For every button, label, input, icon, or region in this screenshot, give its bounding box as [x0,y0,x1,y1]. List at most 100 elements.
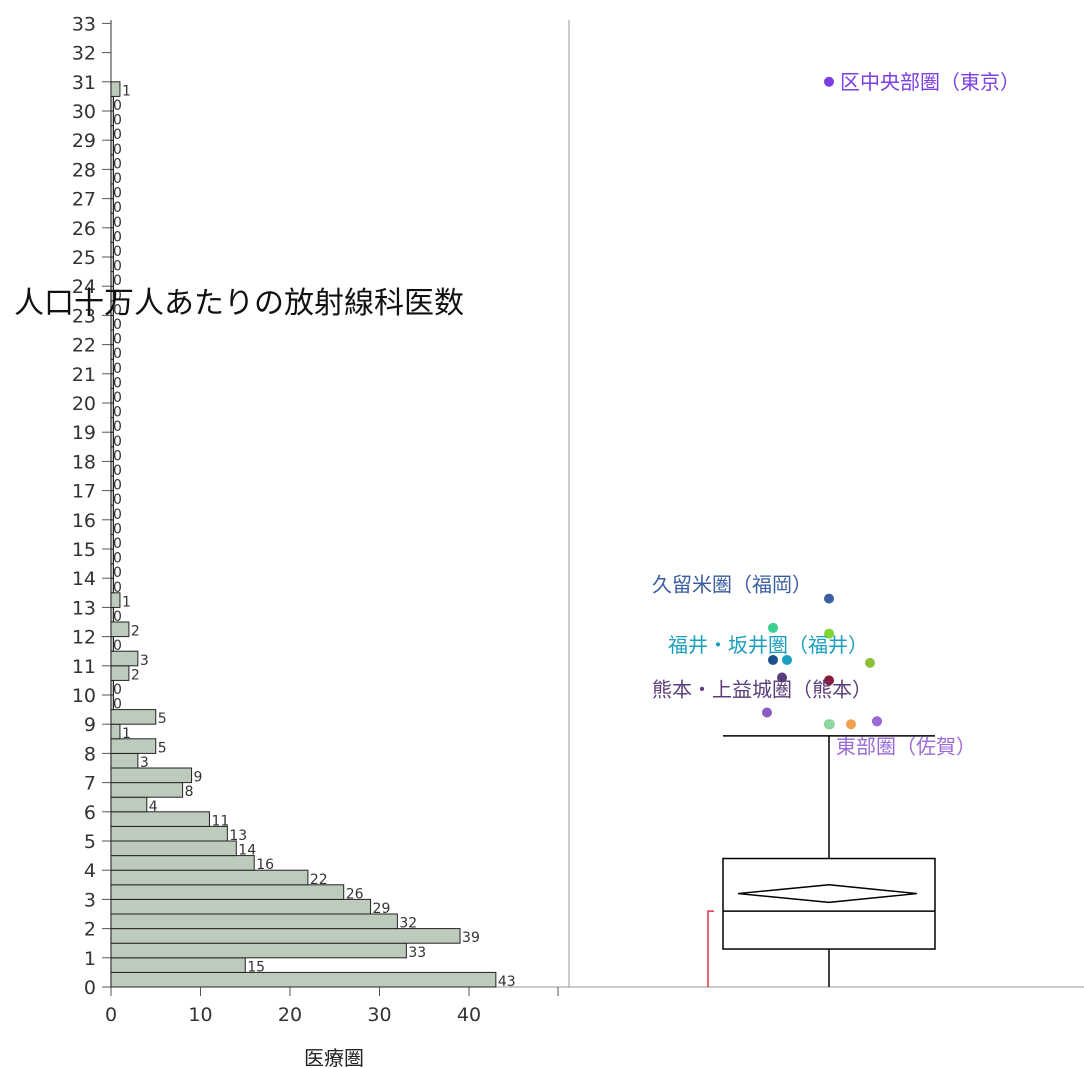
bar-value-label: 0 [113,215,122,231]
y-tick-label: 24 [72,276,96,298]
y-tick-label: 1 [84,948,96,970]
histogram-bar [110,884,345,900]
outlier-label: 東部圏（佐賀） [836,734,976,758]
histogram-bars [110,81,497,988]
bar-value-label: 0 [113,565,122,581]
bar-value-label: 0 [113,273,122,289]
y-tick-label: 19 [72,422,96,444]
bar-value-label: 3 [140,653,149,669]
y-tick-label: 20 [72,393,96,415]
bar-value-label: 0 [113,551,122,567]
bar-value-label: 0 [113,142,122,158]
y-tick-label: 11 [72,656,96,678]
bar-value-label: 0 [113,405,122,421]
x-tick-label: 10 [188,1004,212,1026]
bar-value-label: 2 [131,667,140,683]
outlier-point [825,719,835,730]
outlier-point [768,654,778,665]
y-tick-label: 22 [72,335,96,357]
axis-ticks: 0123456789101112131415161718192021222324… [72,13,559,1026]
histogram-bar [110,840,237,857]
outlier-label: 久留米圏（福岡） [652,573,812,597]
histogram-bar [110,752,139,769]
bar-value-label: 13 [229,828,247,844]
bar-value-label: 0 [113,113,122,129]
histogram-bar [110,825,228,842]
bar-value-label: 0 [113,200,122,216]
outlier-label: 福井・坂井圏（福井） [668,633,868,657]
histogram-bar [110,811,210,827]
y-tick-label: 33 [72,13,96,35]
y-tick-label: 4 [84,860,96,882]
histogram-bar [110,869,309,886]
outlier-point [777,672,787,683]
bar-value-label: 5 [158,711,167,727]
bar-value-labels: 4315333932292622161413114893515002302010… [113,83,516,990]
bar-value-label: 0 [113,478,122,494]
y-tick-label: 28 [72,159,96,181]
y-tick-label: 10 [72,685,96,707]
outlier-label: 区中央部圏（東京） [840,70,1020,94]
bar-value-label: 1 [122,83,131,99]
bar-value-label: 0 [113,229,122,245]
bar-value-label: 2 [131,624,140,640]
histogram-bar [110,738,157,754]
y-tick-label: 23 [72,305,96,327]
bar-value-label: 1 [122,726,131,742]
bar-value-label: 0 [113,259,122,275]
y-tick-label: 6 [84,802,96,824]
outlier-point [762,707,772,718]
histogram-bar [110,665,130,681]
outlier-point [824,76,834,87]
bar-value-label: 0 [113,419,122,435]
bar-value-label: 0 [113,186,122,202]
y-tick-label: 18 [72,451,96,473]
bar-value-label: 5 [158,740,167,756]
histogram-bar [110,650,139,667]
bar-value-label: 43 [498,974,516,990]
outlier-point [768,622,778,633]
bar-value-label: 0 [113,434,122,450]
y-tick-label: 2 [84,919,96,941]
bar-value-label: 0 [113,507,122,523]
y-tick-label: 8 [84,743,96,765]
bar-value-label: 0 [113,244,122,260]
histogram-bar [110,855,255,871]
bar-value-label: 9 [194,770,203,786]
y-tick-label: 31 [72,72,96,94]
outlier-point [824,675,834,686]
y-tick-label: 16 [72,510,96,532]
histogram-bar [110,621,130,638]
y-tick-label: 3 [84,889,96,911]
bar-value-label: 0 [113,156,122,172]
y-tick-label: 9 [84,714,96,736]
bar-value-label: 3 [140,755,149,771]
bar-value-label: 0 [113,390,122,406]
y-tick-label: 0 [84,977,96,999]
y-tick-label: 17 [72,481,96,503]
y-tick-label: 30 [72,101,96,123]
bar-value-label: 33 [408,945,426,961]
x-tick-label: 0 [105,1004,117,1026]
histogram-bar [110,942,407,959]
shortest-half-bracket [707,910,714,987]
outlier-point [782,654,792,665]
histogram-bar [110,913,398,930]
histogram-bar [110,709,157,725]
y-axis-label: 人口十万人あたりの放射線科医数 [14,286,464,321]
bar-value-label: 39 [462,930,480,946]
bar-value-label: 15 [247,959,265,975]
bar-value-label: 16 [256,857,274,873]
outlier-point [846,719,856,730]
bar-value-label: 14 [238,843,256,859]
outlier-label: 熊本・上益城圏（熊本） [652,678,872,702]
y-tick-label: 15 [72,539,96,561]
bar-value-label: 0 [113,98,122,114]
histogram-bar [110,971,497,988]
x-tick-label: 30 [367,1004,391,1026]
bar-value-label: 0 [113,361,122,377]
bar-value-label: 0 [113,463,122,479]
bar-value-label: 0 [113,682,122,698]
bar-value-label: 0 [113,288,122,304]
